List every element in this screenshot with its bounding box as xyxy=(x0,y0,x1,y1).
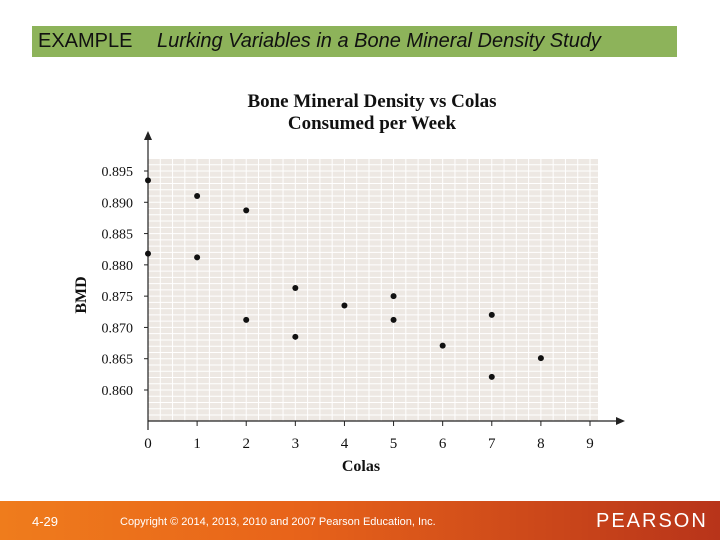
data-points xyxy=(145,177,544,380)
data-point xyxy=(292,333,299,340)
tick-labels: 0 1 2 3 4 5 6 7 8 9 0.895 0.890 0.885 0.880 0.875 0.870… xyxy=(102,165,594,452)
x-axis-label: Colas xyxy=(342,458,380,475)
data-point xyxy=(243,207,250,214)
y-axis-label: BMD xyxy=(73,276,90,313)
y-tick-label: 0.890 xyxy=(102,196,134,211)
data-point xyxy=(488,373,495,380)
pearson-logo: PEARSON xyxy=(596,510,708,532)
chart-title: Bone Mineral Density vs Colas Consumed p… xyxy=(200,91,544,135)
data-point xyxy=(390,316,397,323)
slide-title: Lurking Variables in a Bone Mineral Dens… xyxy=(157,30,601,52)
y-tick-label: 0.865 xyxy=(102,353,134,368)
data-point xyxy=(390,293,397,300)
y-tick-label: 0.895 xyxy=(102,165,134,180)
x-tick-label: 8 xyxy=(537,436,545,452)
x-tick-label: 2 xyxy=(242,436,250,452)
data-point xyxy=(488,311,495,318)
x-tick-label: 9 xyxy=(586,436,594,452)
data-point xyxy=(145,177,151,184)
y-tick-label: 0.860 xyxy=(102,384,134,399)
data-point xyxy=(537,355,544,362)
slide-number: 4-29 xyxy=(32,514,59,529)
y-tick-label: 0.880 xyxy=(102,259,134,274)
y-tick-label: 0.885 xyxy=(102,228,134,243)
axes xyxy=(144,131,625,430)
footer-bar xyxy=(0,501,720,540)
x-tick-label: 4 xyxy=(341,436,349,452)
y-tick-label: 0.870 xyxy=(102,321,134,336)
data-point xyxy=(439,342,446,349)
chart-title-line1: Bone Mineral Density vs Colas xyxy=(247,91,497,112)
x-tick-label: 6 xyxy=(439,436,447,452)
data-point xyxy=(194,254,201,261)
data-point xyxy=(243,316,250,323)
data-point xyxy=(194,193,201,200)
x-tick-label: 3 xyxy=(292,436,300,452)
x-tick-label: 0 xyxy=(144,436,152,452)
data-point xyxy=(145,250,151,257)
data-point xyxy=(341,302,348,309)
example-label: EXAMPLE xyxy=(38,30,133,52)
x-axis-arrow xyxy=(616,417,625,425)
y-axis-arrow xyxy=(144,131,152,140)
y-tick-label: 0.875 xyxy=(102,290,134,305)
x-tick-label: 5 xyxy=(390,436,398,452)
data-point xyxy=(292,285,299,292)
header-bar xyxy=(32,26,677,57)
x-tick-label: 1 xyxy=(193,436,201,452)
chart-title-line2: Consumed per Week xyxy=(287,113,457,134)
copyright-text: Copyright © 2014, 2013, 2010 and 2007 Pe… xyxy=(120,516,436,528)
x-tick-label: 7 xyxy=(488,436,496,452)
